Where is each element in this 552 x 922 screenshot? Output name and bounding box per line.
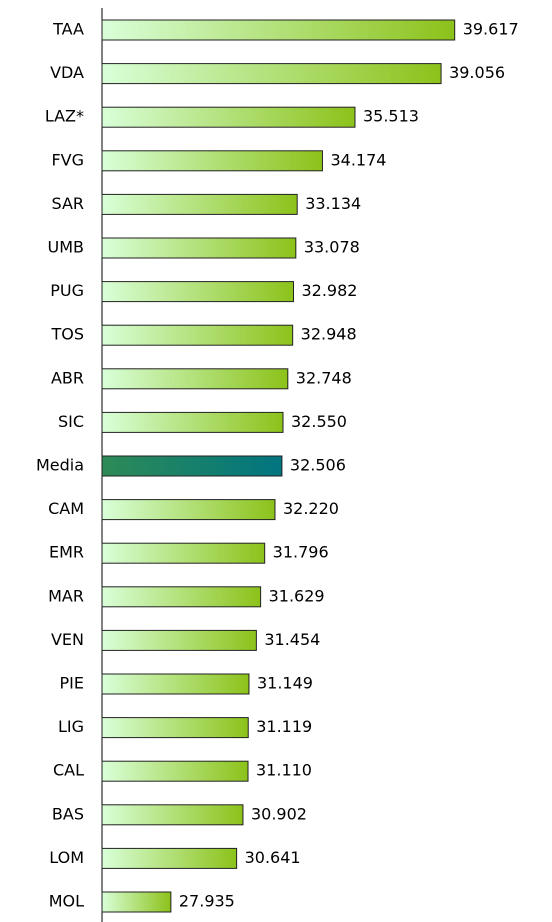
category-label: SIC (58, 412, 84, 431)
value-label: 31.110 (256, 761, 312, 780)
category-label: LOM (49, 848, 84, 867)
bar (101, 717, 249, 739)
value-label: 31.119 (256, 717, 312, 736)
bar (101, 193, 298, 215)
bar (101, 150, 323, 172)
value-label: 35.513 (363, 107, 419, 126)
category-label: ABR (51, 368, 84, 387)
bar (101, 368, 289, 390)
category-label: SAR (51, 194, 84, 213)
value-label: 30.641 (245, 848, 301, 867)
bar (101, 324, 294, 346)
value-label: 33.134 (305, 194, 361, 213)
bar (101, 411, 284, 433)
category-label: CAL (53, 761, 84, 780)
category-label: CAM (48, 499, 84, 518)
bar (101, 455, 283, 477)
value-label: 31.629 (269, 586, 325, 605)
value-label: 33.078 (304, 238, 360, 257)
bar (101, 106, 356, 128)
value-label: 32.748 (296, 368, 352, 387)
value-label: 34.174 (330, 150, 386, 169)
value-label: 31.454 (264, 630, 320, 649)
bar (101, 586, 262, 608)
bar (101, 542, 266, 564)
value-label: 31.796 (273, 543, 329, 562)
value-label: 32.220 (283, 499, 339, 518)
bar (101, 847, 238, 869)
category-label: EMR (49, 543, 84, 562)
bar (101, 63, 442, 85)
category-label: LIG (58, 717, 84, 736)
category-label: LAZ* (45, 107, 84, 126)
value-label: 32.550 (291, 412, 347, 431)
value-label: 32.982 (301, 281, 357, 300)
category-label: UMB (48, 238, 85, 257)
value-label: 39.617 (463, 20, 519, 39)
category-label: VDA (50, 63, 84, 82)
value-label: 32.948 (301, 325, 357, 344)
value-label: 31.149 (257, 674, 313, 693)
bar (101, 673, 250, 695)
category-label: MAR (48, 586, 84, 605)
bar (101, 499, 276, 521)
value-label: 32.506 (290, 456, 346, 475)
value-label: 39.056 (449, 63, 505, 82)
value-label: 27.935 (179, 892, 235, 911)
category-label: TOS (50, 325, 84, 344)
category-label: PUG (50, 281, 84, 300)
value-label: 30.902 (251, 804, 307, 823)
bar (101, 891, 172, 913)
category-label: FVG (51, 150, 84, 169)
bar (101, 804, 244, 826)
category-label: BAS (52, 804, 84, 823)
category-label: Media (36, 456, 84, 475)
bar (101, 237, 297, 259)
category-label: TAA (52, 20, 84, 39)
bar (101, 19, 456, 41)
bar (101, 760, 249, 782)
category-label: PIE (60, 674, 84, 693)
category-label: MOL (49, 892, 84, 911)
bar (101, 629, 257, 651)
category-label: VEN (51, 630, 84, 649)
bar (101, 281, 294, 303)
